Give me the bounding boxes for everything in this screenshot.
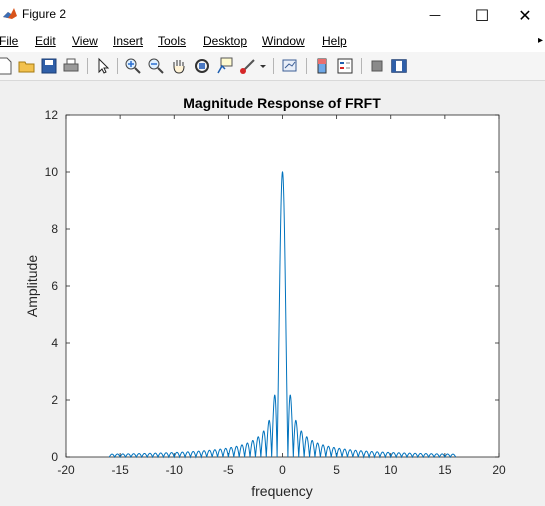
- x-tick-label: -20: [57, 463, 75, 477]
- show-plot-tools-icon[interactable]: [390, 57, 408, 75]
- y-tick-label: 4: [51, 336, 58, 350]
- dropdown-arrow-icon[interactable]: [258, 57, 268, 75]
- rotate-3d-icon[interactable]: [193, 57, 211, 75]
- chart-title: Magnitude Response of FRFT: [183, 95, 381, 111]
- axes-background[interactable]: [65, 114, 500, 458]
- menu-edit[interactable]: Edit: [35, 34, 56, 48]
- hide-plot-tools-icon[interactable]: [368, 57, 386, 75]
- menu-bar: File Edit View Insert Tools Desktop Wind…: [0, 30, 545, 52]
- legend-icon[interactable]: [336, 57, 354, 75]
- y-axis-label: Amplitude: [24, 255, 40, 317]
- colorbar-icon[interactable]: [313, 57, 331, 75]
- minimize-button[interactable]: —: [412, 0, 458, 30]
- close-button[interactable]: ✕: [505, 0, 545, 30]
- x-tick-label: 20: [492, 463, 506, 477]
- x-tick-label: 10: [384, 463, 398, 477]
- maximize-button[interactable]: ☐: [459, 0, 505, 30]
- menu-help[interactable]: Help: [322, 34, 347, 48]
- figure-toolbar: [0, 52, 545, 81]
- new-figure-icon[interactable]: [0, 57, 14, 75]
- title-bar: Figure 2 — ☐ ✕: [0, 0, 545, 30]
- menu-overflow-icon[interactable]: ▸: [537, 35, 543, 46]
- x-tick-label: 0: [279, 463, 286, 477]
- x-tick-label: 5: [333, 463, 340, 477]
- toolbar-separator: [117, 58, 118, 74]
- close-icon: ✕: [518, 5, 532, 25]
- plot-svg[interactable]: Magnitude Response of FRFT -20 -15 -10 -5 0 5…: [0, 81, 545, 501]
- open-file-icon[interactable]: [18, 57, 36, 75]
- print-icon[interactable]: [62, 57, 80, 75]
- menu-insert[interactable]: Insert: [113, 34, 144, 48]
- matlab-logo-icon: [3, 8, 17, 19]
- x-axis-ticks: -20 -15 -10 -5 0 5 10 15 20: [57, 115, 506, 477]
- menu-window[interactable]: Window: [262, 34, 305, 48]
- toolbar-separator: [361, 58, 362, 74]
- x-axis-label: frequency: [251, 483, 312, 499]
- y-tick-label: 10: [45, 165, 59, 179]
- menu-desktop[interactable]: Desktop: [203, 34, 248, 48]
- y-tick-label: 8: [51, 222, 58, 236]
- y-tick-label: 6: [51, 279, 58, 293]
- pointer-icon[interactable]: [94, 57, 112, 75]
- window-title: Figure 2: [22, 7, 67, 21]
- y-tick-label: 0: [51, 450, 58, 464]
- x-tick-label: -5: [223, 463, 234, 477]
- save-icon[interactable]: [40, 57, 58, 75]
- brush-icon[interactable]: [239, 57, 257, 75]
- menu-view[interactable]: View: [72, 34, 98, 48]
- toolbar-separator: [273, 58, 274, 74]
- data-cursor-icon[interactable]: [216, 57, 234, 75]
- figure-canvas: Magnitude Response of FRFT -20 -15 -10 -5 0 5…: [0, 81, 545, 501]
- y-axis-ticks: 0 2 4 6 8 10 12: [45, 108, 499, 464]
- menu-file[interactable]: File: [0, 34, 19, 48]
- link-plot-icon[interactable]: [281, 57, 299, 75]
- toolbar-separator: [306, 58, 307, 74]
- x-tick-label: -15: [111, 463, 129, 477]
- y-tick-label: 2: [51, 393, 58, 407]
- pan-hand-icon[interactable]: [170, 57, 188, 75]
- menu-tools[interactable]: Tools: [158, 34, 187, 48]
- series-line: [108, 171, 457, 459]
- maximize-icon: ☐: [474, 5, 490, 25]
- x-tick-label: 15: [438, 463, 452, 477]
- zoom-out-icon[interactable]: [147, 57, 165, 75]
- toolbar-separator: [87, 58, 88, 74]
- x-tick-label: -10: [166, 463, 184, 477]
- y-tick-label: 12: [45, 108, 59, 122]
- minimize-icon: —: [429, 8, 441, 22]
- zoom-in-icon[interactable]: [124, 57, 142, 75]
